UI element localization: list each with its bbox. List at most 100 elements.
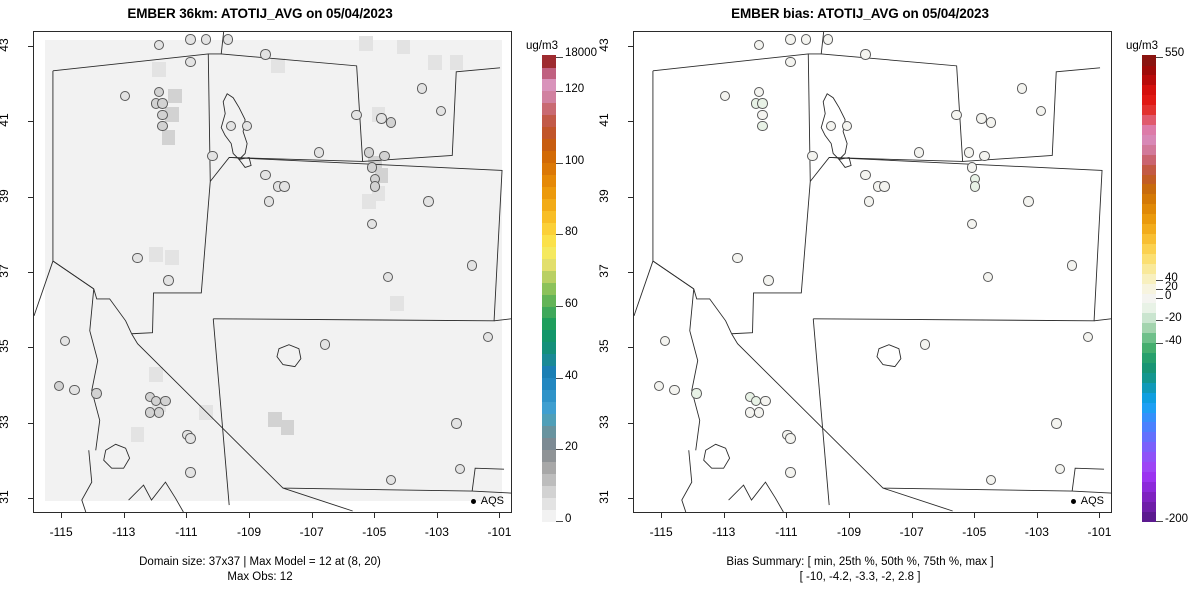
site-marker[interactable]	[423, 196, 434, 207]
site-marker[interactable]	[366, 218, 378, 230]
site-marker[interactable]	[160, 395, 171, 407]
site-marker[interactable]	[157, 120, 168, 132]
site-marker[interactable]	[451, 418, 462, 429]
site-marker[interactable]	[1067, 260, 1078, 271]
site-marker[interactable]	[826, 120, 837, 132]
model-map-plot[interactable]: AQS	[33, 31, 512, 513]
site-marker[interactable]	[1051, 418, 1062, 429]
site-marker[interactable]	[757, 120, 768, 132]
colorbar-segment	[542, 509, 556, 522]
site-marker[interactable]	[982, 271, 993, 282]
site-marker[interactable]	[226, 120, 237, 132]
state-boundary-9	[52, 260, 95, 290]
site-marker[interactable]	[241, 120, 253, 132]
bias-colorbar-units: ug/m3	[1126, 40, 1158, 52]
site-marker[interactable]	[1023, 196, 1034, 207]
site-marker[interactable]	[154, 39, 165, 51]
site-marker[interactable]	[435, 105, 447, 117]
site-marker[interactable]	[467, 260, 478, 271]
site-marker[interactable]	[763, 275, 774, 286]
site-marker[interactable]	[757, 98, 768, 109]
site-marker[interactable]	[822, 34, 834, 45]
site-marker[interactable]	[157, 109, 168, 121]
site-marker[interactable]	[754, 407, 765, 418]
site-marker[interactable]	[660, 335, 671, 346]
site-marker[interactable]	[732, 252, 743, 264]
site-marker[interactable]	[351, 109, 362, 121]
site-marker[interactable]	[185, 467, 196, 478]
site-marker[interactable]	[157, 98, 168, 109]
site-marker[interactable]	[207, 151, 218, 162]
site-marker[interactable]	[785, 56, 796, 68]
site-marker[interactable]	[382, 271, 393, 282]
site-marker[interactable]	[222, 34, 234, 45]
site-marker[interactable]	[966, 162, 978, 173]
site-marker[interactable]	[263, 196, 274, 207]
site-marker[interactable]	[185, 433, 196, 444]
site-marker[interactable]	[319, 339, 331, 350]
site-marker[interactable]	[363, 147, 375, 158]
site-marker[interactable]	[385, 474, 397, 486]
site-marker[interactable]	[279, 181, 290, 192]
site-marker[interactable]	[985, 117, 997, 128]
site-marker[interactable]	[985, 474, 997, 486]
site-marker[interactable]	[785, 34, 796, 45]
site-marker[interactable]	[919, 339, 931, 350]
site-marker[interactable]	[754, 87, 765, 98]
site-marker[interactable]	[970, 181, 981, 192]
site-marker[interactable]	[154, 407, 165, 418]
site-marker[interactable]	[1054, 463, 1065, 474]
site-marker[interactable]	[1017, 83, 1028, 94]
site-marker[interactable]	[91, 388, 102, 399]
site-marker[interactable]	[132, 252, 143, 264]
site-marker[interactable]	[313, 147, 325, 158]
site-marker[interactable]	[860, 49, 871, 60]
site-marker[interactable]	[385, 117, 397, 128]
site-marker[interactable]	[807, 151, 818, 162]
site-marker[interactable]	[800, 34, 812, 45]
site-marker[interactable]	[60, 335, 71, 346]
site-marker[interactable]	[185, 56, 196, 68]
site-marker[interactable]	[69, 384, 80, 395]
site-marker[interactable]	[1082, 331, 1094, 343]
site-marker[interactable]	[260, 169, 271, 181]
site-marker[interactable]	[653, 380, 665, 392]
site-marker[interactable]	[260, 49, 271, 60]
site-marker[interactable]	[669, 384, 680, 395]
site-marker[interactable]	[841, 120, 853, 132]
site-marker[interactable]	[785, 433, 796, 444]
site-marker[interactable]	[966, 218, 978, 230]
site-marker[interactable]	[454, 463, 465, 474]
site-marker[interactable]	[719, 90, 730, 102]
site-marker[interactable]	[760, 395, 771, 407]
site-marker[interactable]	[785, 467, 796, 478]
site-marker[interactable]	[163, 275, 174, 286]
site-marker[interactable]	[860, 169, 871, 181]
site-marker[interactable]	[757, 109, 768, 121]
site-marker[interactable]	[119, 90, 130, 102]
bias-map-plot[interactable]: AQS	[633, 31, 1112, 513]
site-marker[interactable]	[879, 181, 890, 192]
site-marker[interactable]	[370, 181, 381, 192]
site-marker[interactable]	[863, 196, 874, 207]
site-marker[interactable]	[200, 34, 212, 45]
site-marker[interactable]	[979, 151, 990, 162]
site-marker[interactable]	[691, 388, 702, 399]
site-marker[interactable]	[951, 109, 962, 121]
site-marker[interactable]	[185, 34, 196, 45]
colorbar-segment	[542, 150, 556, 164]
site-marker[interactable]	[1035, 105, 1047, 117]
state-boundary-8	[812, 318, 830, 506]
y-axis-label: 43	[597, 38, 611, 52]
site-marker[interactable]	[417, 83, 428, 94]
site-marker[interactable]	[366, 162, 378, 173]
site-marker[interactable]	[913, 147, 925, 158]
site-marker[interactable]	[379, 151, 390, 162]
state-boundary-10	[634, 260, 654, 316]
site-marker[interactable]	[963, 147, 975, 158]
site-marker[interactable]	[154, 87, 165, 98]
raster-cell	[161, 129, 176, 145]
site-marker[interactable]	[53, 380, 65, 392]
site-marker[interactable]	[754, 39, 765, 51]
site-marker[interactable]	[482, 331, 494, 343]
